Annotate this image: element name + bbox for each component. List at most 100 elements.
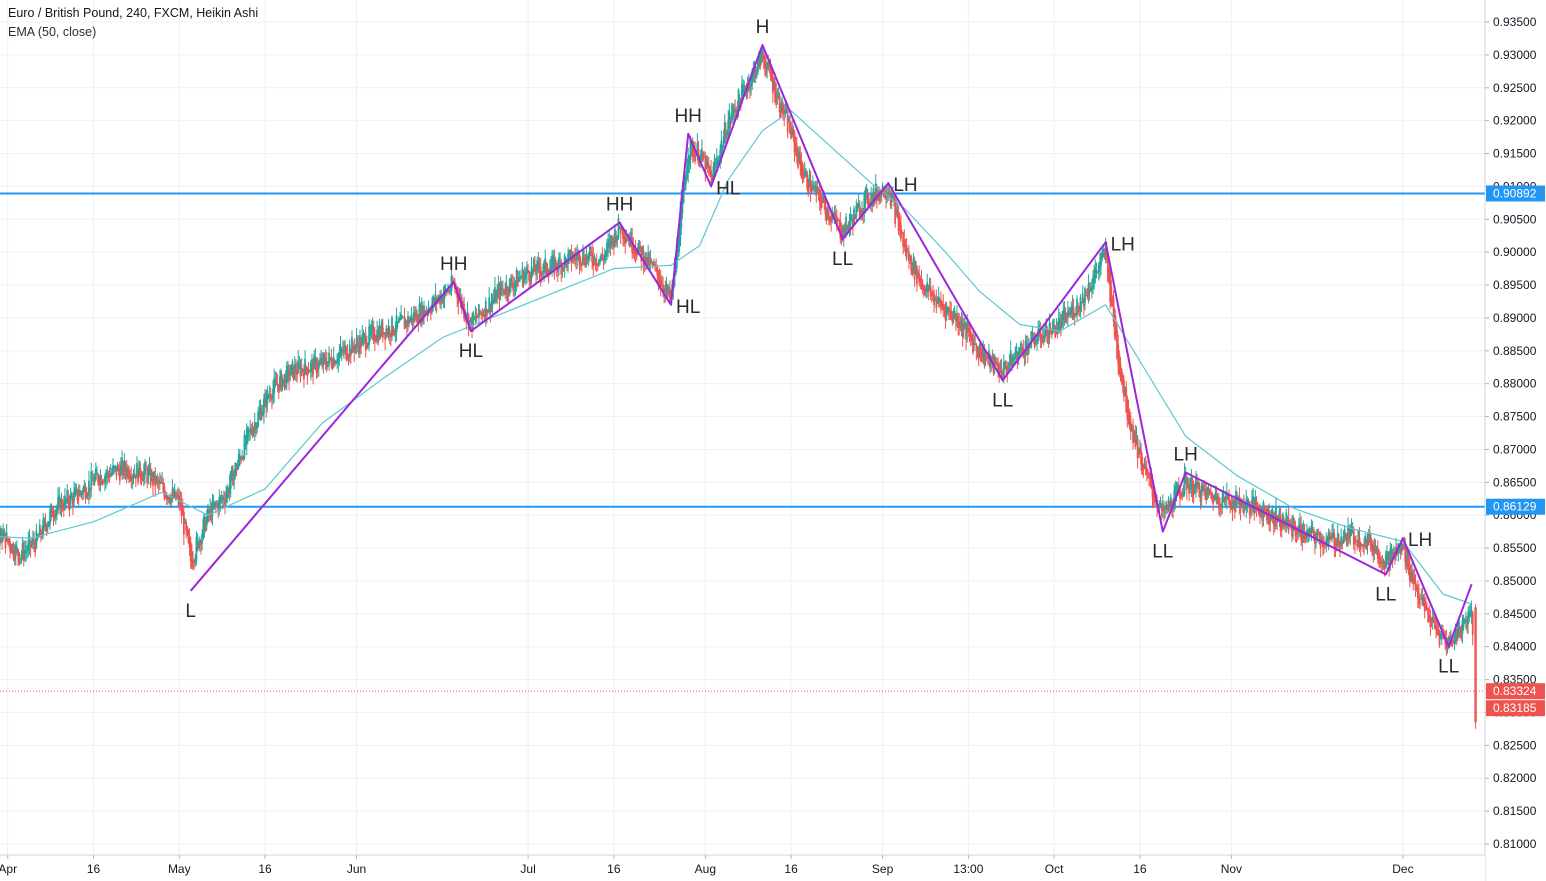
candle-down (1318, 534, 1321, 545)
candle-down (1471, 611, 1474, 635)
candle-up (730, 113, 733, 120)
candle-down (476, 317, 479, 319)
candle-down (512, 283, 515, 291)
candle-up (960, 319, 963, 327)
candle-up (385, 328, 388, 337)
candle-down (295, 368, 297, 374)
candle-down (1272, 513, 1275, 525)
candle-up (554, 259, 557, 267)
candle-down (792, 130, 795, 136)
chart-grid (0, 0, 1485, 855)
candle-up (492, 298, 495, 303)
candle-down (527, 270, 529, 273)
candle-up (496, 289, 499, 299)
candle-up (401, 317, 404, 319)
candle-down (775, 92, 778, 103)
candle-up (338, 352, 341, 359)
candle-up (798, 151, 801, 159)
candle-up (211, 500, 214, 516)
candle-up (359, 335, 361, 349)
candle-up (608, 238, 611, 246)
candle-up (1044, 331, 1046, 339)
candle-up (1090, 286, 1093, 290)
candle-up (226, 486, 229, 499)
candle-up (367, 343, 369, 346)
candle-down (825, 207, 828, 220)
candle-down (232, 473, 234, 486)
candle-down (1430, 621, 1433, 623)
candle-up (606, 242, 608, 255)
candle-up (766, 67, 769, 69)
candle-up (264, 393, 266, 407)
candle-down (386, 332, 389, 335)
candle-down (1303, 530, 1306, 541)
candle-up (845, 216, 847, 235)
candle-up (743, 85, 746, 91)
candle-up (1206, 488, 1209, 495)
candle-down (316, 366, 319, 371)
x-axis-tick-label: 16 (784, 862, 798, 876)
swing-label: HH (440, 254, 467, 275)
candle-up (713, 162, 716, 173)
candle-down (633, 249, 636, 251)
candle-down (33, 541, 35, 545)
candle-up (791, 127, 794, 133)
candle-up (1390, 548, 1393, 555)
candle-up (617, 218, 620, 238)
candle-down (1082, 298, 1085, 307)
candle-up (1193, 484, 1196, 492)
candle-down (545, 262, 548, 273)
candle-up (282, 379, 285, 384)
candle-up (361, 334, 364, 345)
candle-up (735, 109, 738, 111)
candle-up (611, 238, 614, 241)
candle-down (1466, 620, 1468, 628)
candle-up (1031, 332, 1034, 340)
candle-up (680, 198, 683, 229)
candle-down (779, 104, 782, 117)
candle-down (200, 542, 202, 545)
candle-up (715, 157, 718, 166)
candle-up (604, 251, 607, 257)
candle-down (534, 265, 536, 272)
candle-up (121, 458, 124, 470)
candle-up (418, 304, 421, 322)
price-label-box (1486, 700, 1545, 717)
candle-up (755, 70, 758, 74)
candle-down (1312, 529, 1315, 539)
candle-up (1297, 525, 1300, 533)
candle-down (1344, 533, 1347, 536)
candle-down (307, 371, 310, 373)
candle-down (1123, 379, 1125, 397)
candle-down (1435, 624, 1438, 630)
candle-up (603, 254, 606, 260)
candle-up (138, 460, 141, 477)
candle-down (839, 220, 842, 238)
candle-down (168, 497, 170, 502)
candle-up (1201, 484, 1204, 491)
swing-label: HH (674, 106, 701, 127)
candle-up (104, 476, 106, 483)
candle-down (553, 259, 556, 275)
candle-down (970, 334, 973, 341)
candle-down (1451, 639, 1454, 647)
swing-label: H (756, 17, 770, 38)
candle-down (994, 361, 997, 365)
level-label-box (1486, 185, 1545, 202)
candle-up (110, 472, 113, 475)
candle-down (827, 211, 830, 221)
candle-up (1089, 288, 1092, 292)
candle-up (206, 505, 209, 522)
candle-down (1106, 255, 1109, 281)
candle-down (301, 369, 304, 372)
candle-down (1220, 505, 1223, 508)
candle-down (651, 261, 654, 268)
candle-down (1402, 546, 1404, 550)
candle-down (591, 251, 594, 263)
candle-down (516, 276, 519, 287)
candle-up (201, 533, 204, 544)
candle-up (449, 290, 452, 292)
candle-down (539, 266, 542, 278)
candle-up (106, 469, 109, 477)
